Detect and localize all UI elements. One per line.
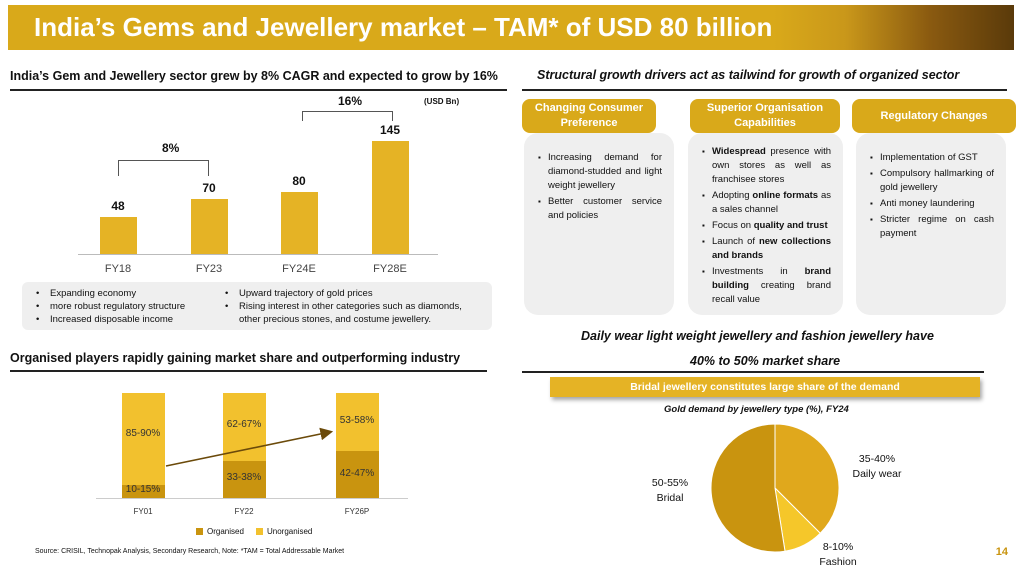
pie-chart-title: Gold demand by jewellery type (%), FY24: [664, 404, 849, 415]
x-axis-line: [96, 498, 408, 499]
x-tick-label: FY26P: [327, 507, 387, 516]
page-number: 14: [996, 546, 1008, 558]
card-bullet: Stricter regime on cash payment: [870, 213, 994, 241]
x-tick-label: FY24E: [269, 263, 329, 275]
section-divider: [10, 370, 487, 372]
organised-share-label: 33-38%: [214, 472, 274, 483]
bar-fy23: [191, 199, 228, 254]
x-tick-label: FY22: [214, 507, 274, 516]
legend-swatch-organised: [196, 528, 203, 535]
card-bullet: Widespread presence with own stores as w…: [702, 145, 831, 187]
bar-value-label: 145: [370, 123, 410, 137]
unorganised-share-label: 53-58%: [327, 415, 387, 426]
section-divider: [522, 371, 984, 373]
bullet-item: Upward trajectory of gold prices: [225, 287, 462, 300]
bullet-item: more robust regulatory structure: [36, 300, 185, 313]
pie-slice-bridal: [711, 424, 785, 552]
organised-share-label: 10-15%: [113, 484, 173, 495]
card-bullet: Adopting online formats as a sales chann…: [702, 189, 831, 217]
pie-label-bridal: 50-55% Bridal: [640, 476, 700, 506]
legend-organised: Organised: [196, 527, 244, 536]
bar-value-label: 80: [279, 174, 319, 188]
card-bullet: Increasing demand for diamond-studded an…: [538, 151, 662, 193]
bullets-col-2: Upward trajectory of gold prices Rising …: [225, 287, 462, 326]
cagr-label-16: 16%: [338, 94, 362, 108]
unit-label: (USD Bn): [424, 97, 459, 106]
growth-section-title: India’s Gem and Jewellery sector grew by…: [10, 69, 498, 83]
section-divider: [522, 89, 1007, 91]
card-organisation-capabilities: Widespread presence with own stores as w…: [688, 133, 843, 315]
legend-swatch-unorganised: [256, 528, 263, 535]
pie-section-title-line2: 40% to 50% market share: [690, 354, 840, 368]
pill-regulatory-changes: Regulatory Changes: [852, 99, 1016, 133]
page-title: India’s Gems and Jewellery market – TAM*…: [34, 12, 772, 43]
market-share-section-title: Organised players rapidly gaining market…: [10, 351, 460, 365]
legend-unorganised: Unorganised: [256, 527, 312, 536]
bullet-item: Expanding economy: [36, 287, 185, 300]
x-tick-label: FY01: [113, 507, 173, 516]
organised-share-label: 42-47%: [327, 468, 387, 479]
card-bullet: Anti money laundering: [870, 197, 994, 211]
bullet-item: Rising interest in other categories such…: [225, 300, 462, 313]
cagr-bracket-8: [118, 160, 209, 176]
jewellery-banner-image: [774, 5, 1014, 50]
source-note: Source: CRISIL, Technopak Analysis, Seco…: [35, 548, 344, 555]
bar-fy24e: [281, 192, 318, 255]
pie-label-daily: 35-40% Daily wear: [842, 452, 912, 482]
title-banner: India’s Gems and Jewellery market – TAM*…: [8, 5, 1014, 50]
bullet-item: Increased disposable income: [36, 313, 185, 326]
drivers-section-title: Structural growth drivers act as tailwin…: [537, 68, 959, 82]
bar-value-label: 48: [98, 199, 138, 213]
card-regulatory-changes: Implementation of GST Compulsory hallmar…: [856, 133, 1006, 315]
x-axis-line: [78, 254, 438, 255]
pill-consumer-preference: Changing Consumer Preference: [522, 99, 656, 133]
bar-value-label: 70: [189, 181, 229, 195]
card-consumer-preference: Increasing demand for diamond-studded an…: [524, 133, 674, 315]
cagr-bracket-16: [302, 111, 393, 121]
card-bullet: Focus on quality and trust: [702, 219, 831, 233]
x-tick-label: FY28E: [360, 263, 420, 275]
unorganised-share-label: 62-67%: [214, 419, 274, 430]
card-bullet: Better customer service and policies: [538, 195, 662, 223]
growth-drivers-bullets: Expanding economy more robust regulatory…: [22, 282, 492, 330]
x-tick-label: FY18: [88, 263, 148, 275]
unorganised-share-label: 85-90%: [113, 428, 173, 439]
bridal-callout: Bridal jewellery constitutes large share…: [550, 377, 980, 397]
bullets-col-1: Expanding economy more robust regulatory…: [36, 287, 185, 326]
x-tick-label: FY23: [179, 263, 239, 275]
bar-fy28e: [372, 141, 409, 254]
pie-label-fashion: 8-10% Fashion: [808, 540, 868, 570]
pill-organisation-capabilities: Superior Organisation Capabilities: [690, 99, 840, 133]
stack-unorganised-fy01: [122, 393, 165, 485]
cagr-label-8: 8%: [162, 141, 179, 155]
bullet-item-continued: other precious stones, and costume jewel…: [225, 313, 462, 326]
card-bullet: Compulsory hallmarking of gold jewellery: [870, 167, 994, 195]
card-bullet: Launch of new collections and brands: [702, 235, 831, 263]
bar-fy18: [100, 217, 137, 255]
pie-section-title-line1: Daily wear light weight jewellery and fa…: [581, 329, 934, 343]
card-bullet: Investments in brand building creating b…: [702, 265, 831, 307]
section-divider: [10, 89, 507, 91]
card-bullet: Implementation of GST: [870, 151, 994, 165]
